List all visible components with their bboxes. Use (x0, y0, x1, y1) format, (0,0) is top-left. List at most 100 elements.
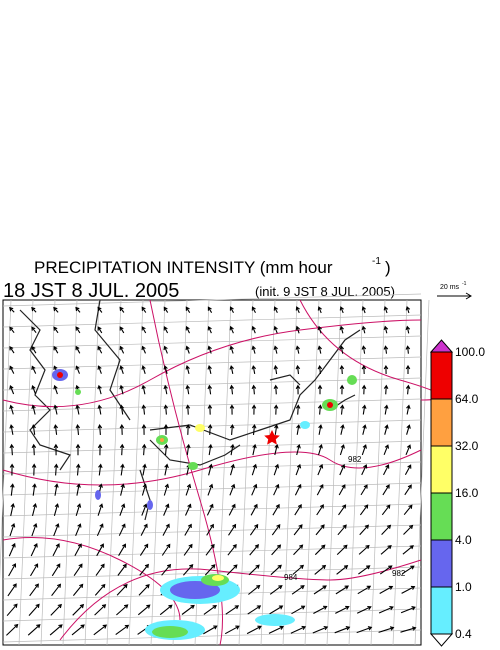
wind-vector (316, 504, 324, 516)
colorbar-label: 1.0 (455, 580, 472, 594)
grid-line (304, 299, 320, 646)
wind-vector (252, 443, 257, 456)
wind-vector (141, 483, 148, 496)
wind-vector (203, 604, 217, 615)
wind-vector (317, 345, 322, 354)
wind-vector (97, 384, 102, 395)
wind-vector (74, 543, 82, 557)
wind-vector (383, 325, 389, 334)
wind-vector (6, 603, 18, 617)
wind-vector (163, 384, 168, 395)
wind-vector (116, 583, 128, 596)
wind-vector (225, 605, 240, 615)
grid-line (2, 314, 422, 328)
wind-vector (405, 364, 411, 374)
wind-vector (317, 364, 323, 375)
wind-vector (94, 604, 107, 616)
wind-vector (184, 503, 192, 516)
wind-vector (317, 404, 323, 415)
wind-vector (163, 443, 169, 456)
wind-vector (402, 545, 414, 555)
init-time: (init. 9 JST 8 JUL. 2005) (255, 284, 395, 299)
wind-vector (203, 625, 218, 635)
colorbar: 100.0 64.0 32.0 16.0 4.0 1.0 0.4 (429, 339, 485, 647)
wind-vector (118, 543, 126, 556)
wind-vector (273, 384, 279, 395)
wind-vector (249, 523, 259, 536)
wind-vector (224, 625, 240, 635)
wind-vector (141, 326, 147, 334)
wind-vector (295, 345, 300, 354)
wind-vector (31, 404, 36, 415)
wind-vector (317, 443, 323, 456)
wind-vector (207, 345, 212, 354)
wind-vector (186, 443, 191, 456)
precipitation-areas (52, 369, 357, 640)
wind-vector (98, 463, 103, 476)
colorbar-under (429, 633, 454, 647)
wind-vector (251, 404, 257, 415)
wind-vector (185, 483, 192, 496)
wind-vector (251, 384, 257, 395)
wind-vector (141, 365, 146, 374)
wind-vector (318, 424, 323, 435)
wind-vector (28, 603, 40, 616)
wind-vector (29, 583, 39, 597)
wind-vector (96, 523, 104, 537)
wind-vector (400, 626, 417, 633)
wind-vector (51, 583, 62, 597)
wind-vector (378, 626, 395, 633)
contour-label: 982 (392, 569, 406, 578)
wind-vector (31, 365, 37, 374)
wind-vector (314, 564, 327, 575)
grid-line (2, 335, 422, 349)
wind-vector (31, 345, 37, 354)
wind-vector (8, 542, 16, 557)
wind-vector (246, 625, 262, 635)
wind-vector (185, 325, 190, 334)
wind-vector (10, 483, 15, 496)
wind-vector (401, 585, 416, 594)
wind-vector (94, 583, 106, 596)
wind-vector (9, 522, 16, 537)
wind-vector (229, 404, 235, 415)
wind-vector (97, 503, 104, 516)
wind-vector (8, 563, 17, 577)
wind-vector (251, 306, 256, 314)
colorbar-segment (430, 398, 453, 447)
wind-vector (338, 484, 346, 496)
wind-vector (295, 404, 301, 415)
wind-vector (119, 306, 125, 313)
wind-vector (268, 625, 284, 634)
wind-vector (206, 523, 214, 536)
wind-vector (271, 544, 282, 556)
wind-vector (401, 565, 415, 575)
grid-line (326, 299, 342, 646)
vector-legend-arrow (437, 292, 472, 300)
wind-vector (141, 503, 148, 516)
wind-vector (317, 384, 323, 395)
wind-vector (75, 503, 82, 516)
wind-vector (207, 306, 213, 313)
wind-vector (295, 463, 302, 476)
wind-vector (31, 424, 36, 435)
wind-vector (184, 523, 192, 536)
wind-vector (141, 345, 147, 354)
grid-line (2, 293, 422, 307)
wind-vector (141, 424, 147, 435)
wind-vector (227, 543, 237, 556)
wind-vector (54, 483, 59, 496)
wind-vector (185, 384, 191, 395)
wind-vector (93, 624, 108, 636)
wind-vector (230, 443, 235, 456)
wind-vector (164, 463, 169, 476)
wind-vector (53, 443, 59, 456)
wind-vector (273, 325, 278, 334)
wind-vector (361, 464, 368, 476)
grid-line (62, 299, 78, 646)
wind-vector (405, 444, 412, 456)
wind-vector (380, 544, 392, 555)
wind-vector (291, 605, 306, 615)
valid-time: 18 JST 8 JUL. 2005 (3, 280, 179, 302)
